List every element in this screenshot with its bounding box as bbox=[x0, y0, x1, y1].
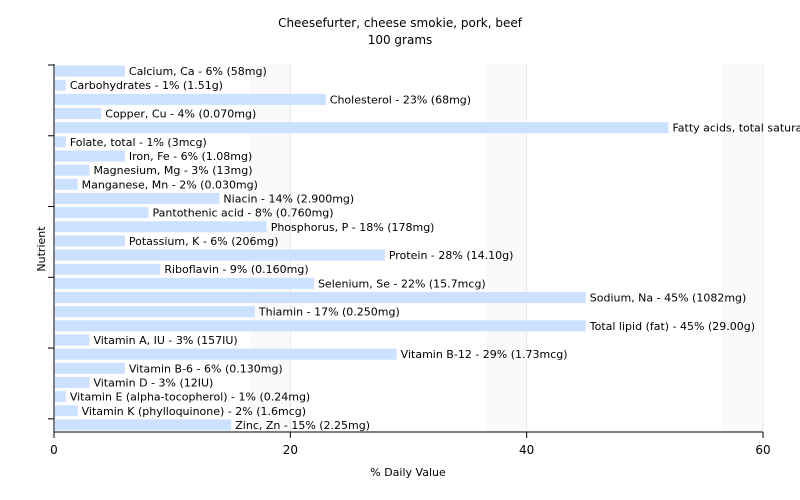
x-tick-label: 20 bbox=[283, 443, 298, 457]
axes-group: 0 20 40 60 bbox=[48, 64, 771, 457]
bar-label: Vitamin K (phylloquinone) - 2% (1.6mcg) bbox=[82, 405, 306, 418]
bar bbox=[55, 93, 326, 105]
grid-lines bbox=[250, 64, 764, 432]
bar bbox=[55, 277, 314, 289]
bar bbox=[55, 164, 90, 176]
bar-label: Sodium, Na - 45% (1082mg) bbox=[590, 292, 747, 305]
bar bbox=[55, 376, 90, 388]
bar-label: Selenium, Se - 22% (15.7mcg) bbox=[318, 277, 486, 290]
x-tick-label: 40 bbox=[519, 443, 534, 457]
bar bbox=[55, 419, 232, 431]
bar-label: Vitamin B-12 - 29% (1.73mcg) bbox=[401, 348, 568, 361]
bar bbox=[55, 320, 586, 332]
bar-label: Cholesterol - 23% (68mg) bbox=[330, 93, 471, 106]
bar bbox=[55, 292, 586, 304]
bar bbox=[55, 122, 669, 134]
bar bbox=[55, 249, 385, 261]
bar bbox=[55, 192, 220, 204]
chart-title: Cheesefurter, cheese smokie, pork, beef bbox=[278, 16, 523, 30]
bar-label: Total lipid (fat) - 45% (29.00g) bbox=[589, 320, 755, 333]
x-tick-label: 0 bbox=[50, 443, 58, 457]
x-tick-label: 60 bbox=[755, 443, 770, 457]
bar bbox=[55, 235, 125, 247]
bar-label: Thiamin - 17% (0.250mg) bbox=[258, 306, 400, 319]
bar-label: Riboflavin - 9% (0.160mg) bbox=[164, 263, 308, 276]
bar-label: Vitamin A, IU - 3% (157IU) bbox=[93, 334, 237, 347]
bar bbox=[55, 65, 125, 77]
bar-label: Protein - 28% (14.10g) bbox=[389, 249, 514, 262]
bar bbox=[55, 334, 90, 346]
bar bbox=[55, 348, 397, 360]
bar bbox=[55, 263, 161, 275]
bar bbox=[55, 306, 255, 318]
x-axis-title: % Daily Value bbox=[370, 466, 446, 479]
bar bbox=[55, 221, 267, 233]
bar-label: Potassium, K - 6% (206mg) bbox=[129, 235, 279, 248]
bar-label: Copper, Cu - 4% (0.070mg) bbox=[105, 108, 256, 121]
bar-label: Manganese, Mn - 2% (0.030mg) bbox=[82, 178, 258, 191]
grid-band bbox=[486, 64, 527, 432]
bar bbox=[55, 207, 149, 219]
bar bbox=[55, 79, 66, 91]
bar-label: Phosphorus, P - 18% (178mg) bbox=[271, 221, 435, 234]
bar-label: Iron, Fe - 6% (1.08mg) bbox=[129, 150, 252, 163]
bar-label: Fatty acids, total saturated - 52% (10.4… bbox=[672, 122, 800, 135]
grid-band bbox=[250, 64, 291, 432]
bar bbox=[55, 136, 66, 148]
bar-label: Pantothenic acid - 8% (0.760mg) bbox=[153, 207, 334, 220]
bars-group: Calcium, Ca - 6% (58mg)Carbohydrates - 1… bbox=[55, 65, 800, 432]
bar-label: Vitamin D - 3% (12IU) bbox=[93, 376, 213, 389]
bar-label: Carbohydrates - 1% (1.51g) bbox=[70, 79, 223, 92]
y-axis-title: Nutrient bbox=[35, 226, 48, 272]
bar-label: Calcium, Ca - 6% (58mg) bbox=[129, 65, 267, 78]
bar-label: Folate, total - 1% (3mcg) bbox=[70, 136, 207, 149]
grid-band bbox=[723, 64, 763, 432]
bar-label: Vitamin E (alpha-tocopherol) - 1% (0.24m… bbox=[70, 391, 310, 404]
bar bbox=[55, 362, 125, 374]
bar bbox=[55, 405, 78, 417]
bar-label: Vitamin B-6 - 6% (0.130mg) bbox=[129, 362, 283, 375]
bar bbox=[55, 391, 66, 403]
chart-subtitle: 100 grams bbox=[368, 33, 433, 47]
bar bbox=[55, 150, 125, 162]
bar bbox=[55, 178, 78, 190]
bar-label: Zinc, Zn - 15% (2.25mg) bbox=[235, 419, 370, 432]
bar-label: Magnesium, Mg - 3% (13mg) bbox=[93, 164, 252, 177]
bar-label: Niacin - 14% (2.900mg) bbox=[223, 192, 354, 205]
bar bbox=[55, 108, 102, 120]
